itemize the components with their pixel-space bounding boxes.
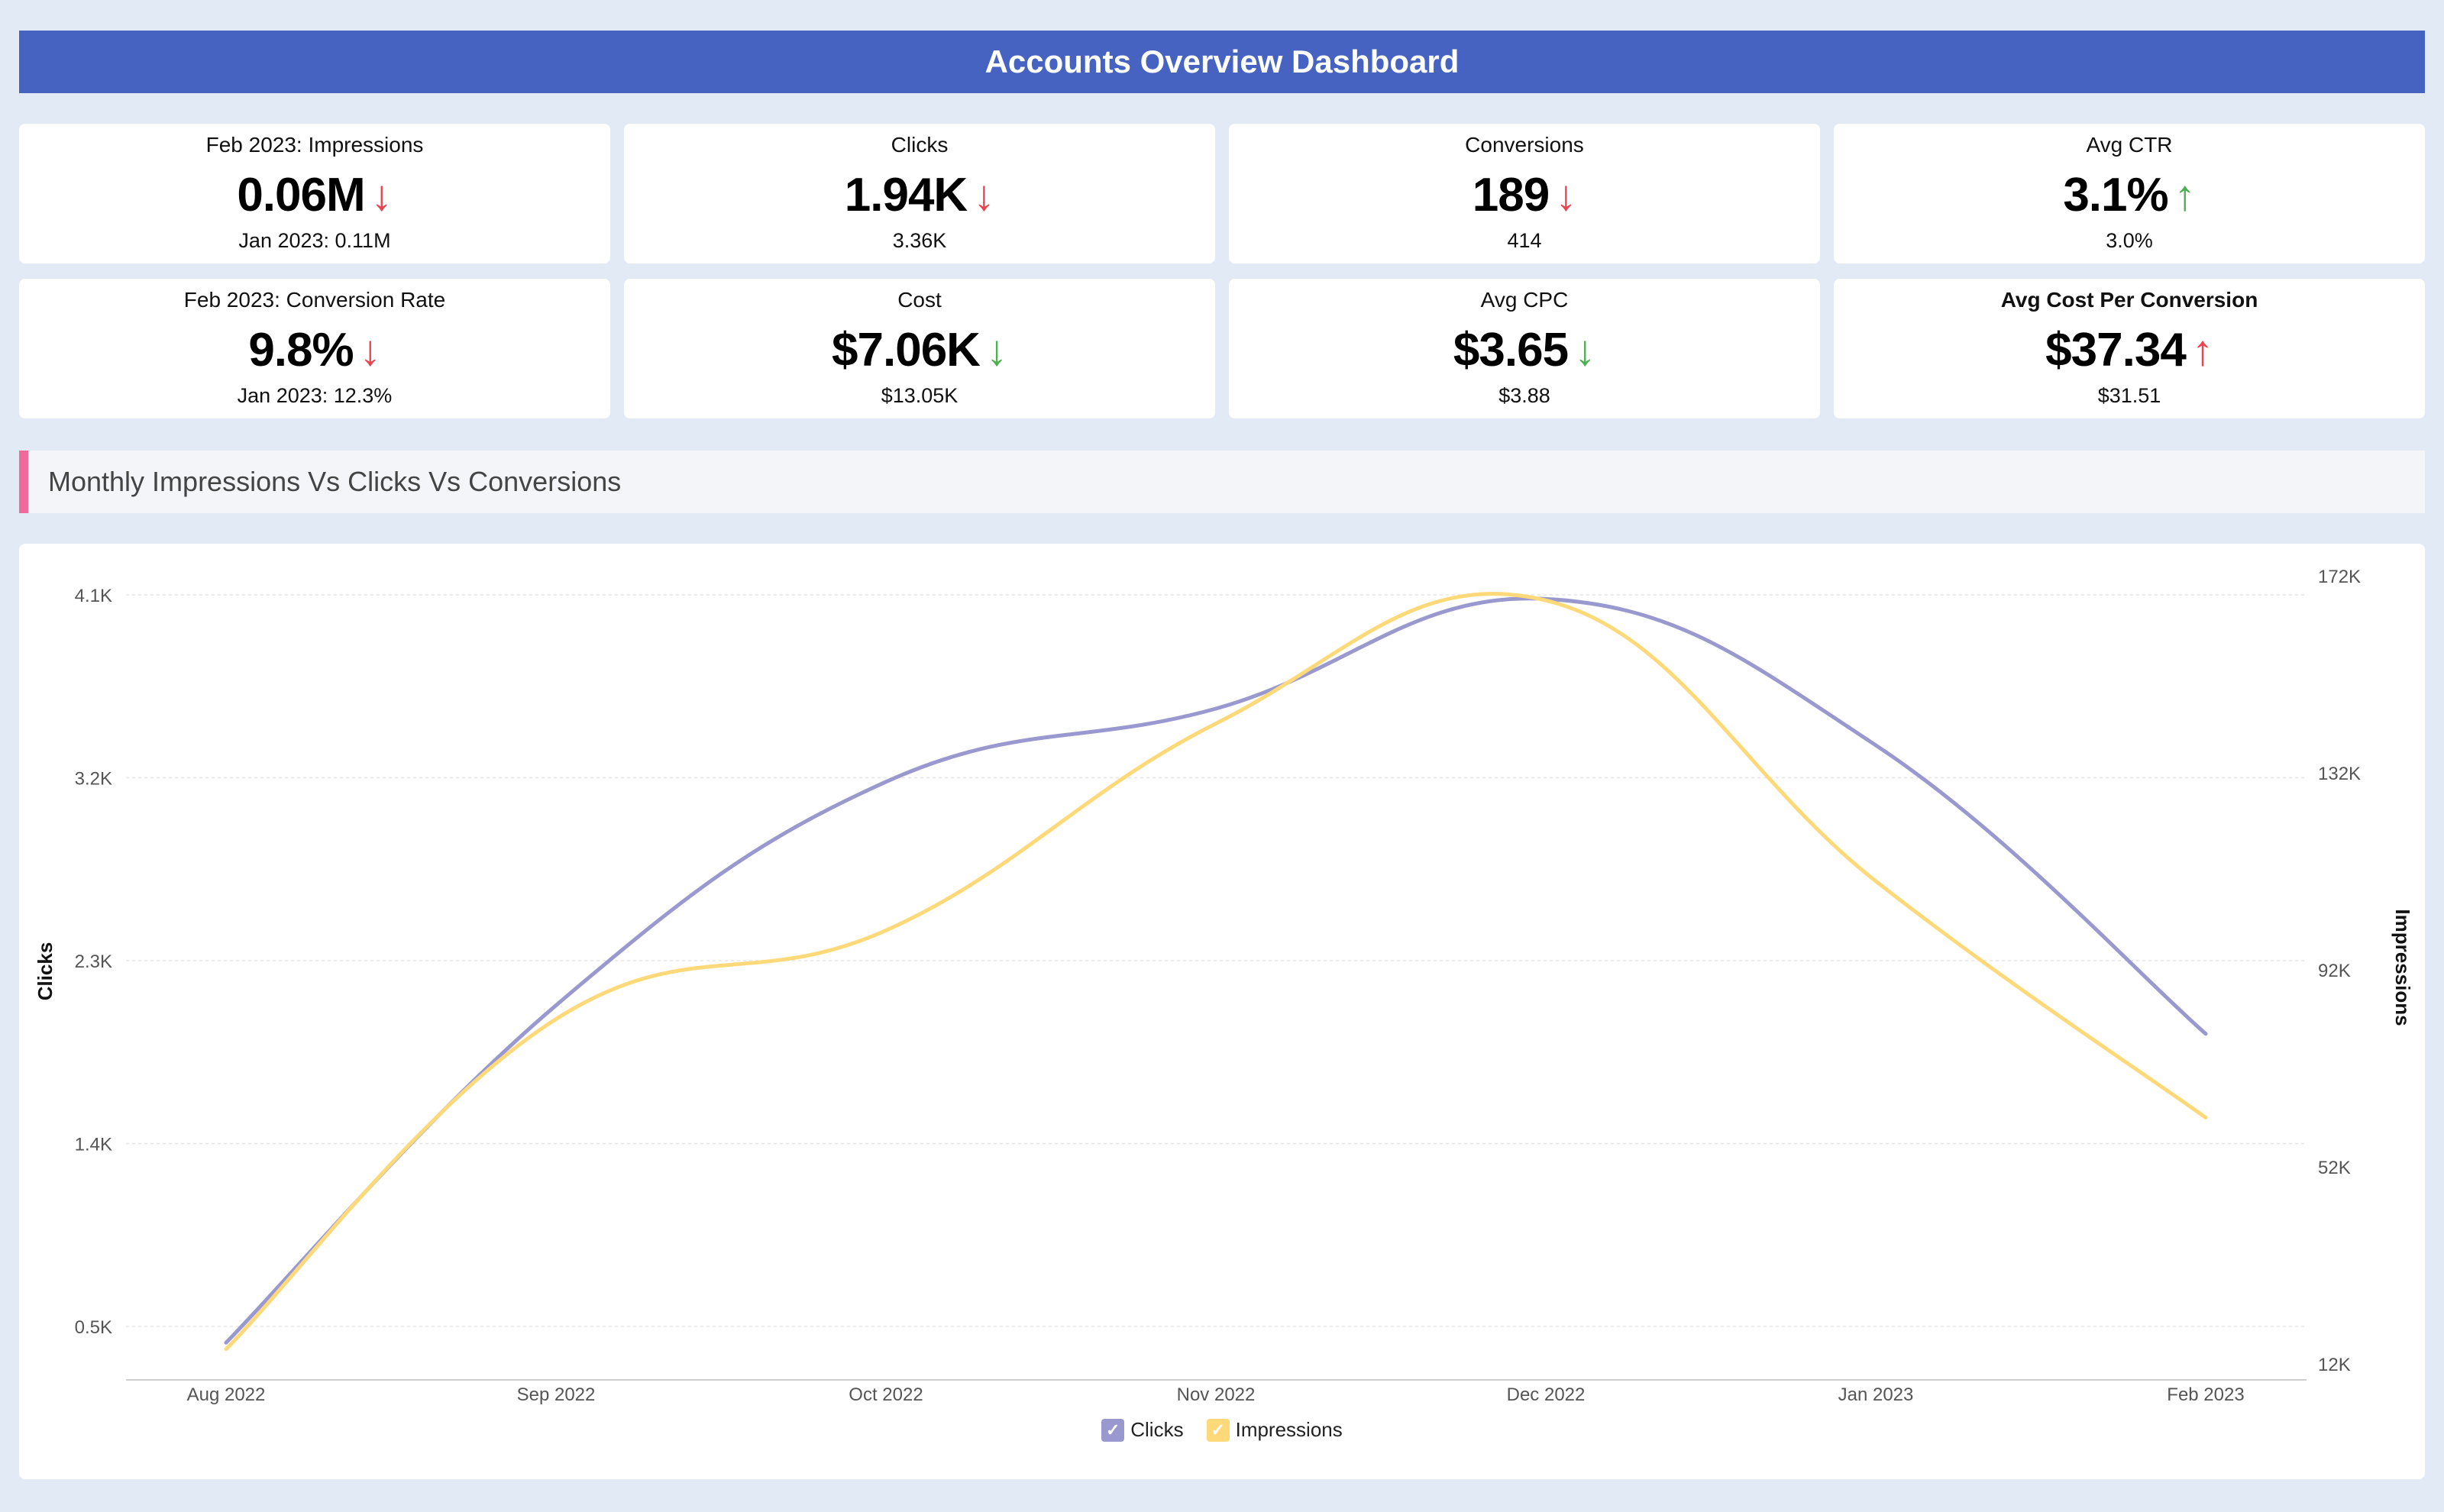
y-right-tick-label: 52K [2318,1158,2351,1178]
kpi-previous-value: 414 [1507,229,1542,252]
kpi-grid: Feb 2023: Impressions 0.06M ↓ Jan 2023: 0.1… [19,124,2425,418]
y-right-tick-label: 92K [2318,961,2351,981]
kpi-previous-value: $13.05K [881,384,959,407]
kpi-value-row: $3.65 ↓ [1229,323,1820,377]
arrow-down-icon: ↓ [1574,325,1596,374]
arrow-down-icon: ↓ [1555,170,1577,219]
kpi-value-row: 1.94K ↓ [624,168,1215,222]
legend-item-impressions[interactable]: ✓ Impressions [1206,1418,1343,1442]
dashboard-title: Accounts Overview Dashboard [984,44,1460,79]
kpi-card: Avg CPC $3.65 ↓ $3.88 [1229,279,1820,418]
y-left-tick-label: 4.1K [75,586,112,606]
x-tick-label: Sep 2022 [517,1384,596,1405]
arrow-down-icon: ↓ [973,170,995,219]
y-right-tick-label: 12K [2318,1355,2351,1375]
kpi-value-row: $37.34 ↑ [1834,323,2425,377]
kpi-card: Feb 2023: Impressions 0.06M ↓ Jan 2023: 0.1… [19,124,610,263]
kpi-previous-value: $31.51 [2097,384,2161,407]
checkbox-icon[interactable]: ✓ [1101,1418,1125,1442]
kpi-label: Avg CPC [1480,288,1569,312]
dashboard-title-bar: Accounts Overview Dashboard [19,31,2425,93]
x-tick-label: Jan 2023 [1838,1384,1914,1405]
kpi-value: $7.06K [832,324,981,376]
legend-label: Impressions [1235,1418,1343,1441]
kpi-previous-value: 3.36K [892,229,947,252]
arrow-down-icon: ↓ [985,325,1007,374]
line-chart: 0.5K 1.4K 2.3K 3.2K 4.1K 12K 52K 92K 132K 172K Aug… [34,567,2414,1405]
kpi-previous-value: Jan 2023: 12.3% [237,384,393,407]
kpi-card: Conversions 189 ↓ 414 [1229,124,1820,263]
kpi-value: 3.1% [2063,169,2168,221]
x-tick-label: Oct 2022 [849,1384,923,1405]
arrow-up-icon: ↑ [2174,170,2196,219]
kpi-value: $37.34 [2045,324,2187,376]
chart-section-title: Monthly Impressions Vs Clicks Vs Convers… [48,466,622,497]
kpi-label: Avg CTR [2086,133,2173,157]
checkbox-icon[interactable]: ✓ [1206,1418,1230,1442]
kpi-label: Avg Cost Per Conversion [2000,288,2258,312]
x-tick-label: Feb 2023 [2167,1384,2244,1405]
kpi-value-row: $7.06K ↓ [624,323,1215,377]
kpi-previous-value: Jan 2023: 0.11M [238,229,391,252]
y-right-tick-label: 132K [2318,764,2361,784]
kpi-label: Clicks [891,133,949,157]
series-line-clicks [224,596,2208,1345]
kpi-label: Feb 2023: Impressions [205,133,424,157]
kpi-value: 0.06M [237,169,365,221]
kpi-value-row: 189 ↓ [1229,168,1820,222]
chart-card: 0.5K 1.4K 2.3K 3.2K 4.1K 12K 52K 92K 132K 172K Aug… [19,544,2425,1479]
y-left-tick-label: 3.2K [75,769,112,790]
kpi-previous-value: 3.0% [2106,229,2153,252]
kpi-card: Cost $7.06K ↓ $13.05K [624,279,1215,418]
y-left-tick-label: 1.4K [75,1135,112,1155]
y-left-tick-label: 0.5K [75,1317,112,1338]
kpi-value: 1.94K [844,169,968,221]
kpi-card: Feb 2023: Conversion Rate 9.8% ↓ Jan 2023: … [19,279,610,418]
legend-label: Clicks [1130,1418,1184,1441]
kpi-label: Cost [897,288,942,312]
chart-section-header: Monthly Impressions Vs Clicks Vs Convers… [19,451,2425,513]
kpi-previous-value: $3.88 [1498,384,1550,407]
arrow-down-icon: ↓ [359,325,381,374]
chart-legend: ✓ Clicks ✓ Impressions [19,1418,2425,1442]
kpi-label: Feb 2023: Conversion Rate [183,288,446,312]
x-tick-label: Nov 2022 [1177,1384,1256,1405]
y-right-axis-title: Impressions [2391,909,2414,1026]
arrow-down-icon: ↓ [370,170,393,219]
kpi-card: Avg CTR 3.1% ↑ 3.0% [1834,124,2425,263]
kpi-card: Avg Cost Per Conversion $37.34 ↑ $31.51 [1834,279,2425,418]
kpi-value: 189 [1472,169,1550,221]
legend-item-clicks[interactable]: ✓ Clicks [1101,1418,1184,1442]
kpi-value-row: 0.06M ↓ [19,168,610,222]
series-line-impressions [224,592,2208,1352]
kpi-label: Conversions [1465,133,1584,157]
kpi-value: 9.8% [248,324,354,376]
arrow-up-icon: ↑ [2191,325,2213,374]
kpi-value-row: 3.1% ↑ [1834,168,2425,222]
kpi-value: $3.65 [1453,324,1569,376]
y-left-tick-label: 2.3K [75,951,112,972]
kpi-value-row: 9.8% ↓ [19,323,610,377]
y-left-axis-title: Clicks [34,942,57,1001]
kpi-card: Clicks 1.94K ↓ 3.36K [624,124,1215,263]
x-tick-label: Dec 2022 [1507,1384,1586,1405]
y-right-tick-label: 172K [2318,567,2361,587]
x-tick-label: Aug 2022 [187,1384,266,1405]
